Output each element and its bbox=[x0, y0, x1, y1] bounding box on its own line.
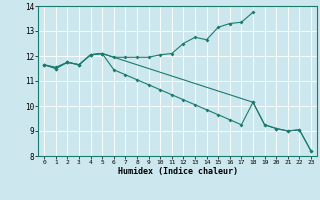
X-axis label: Humidex (Indice chaleur): Humidex (Indice chaleur) bbox=[118, 167, 238, 176]
